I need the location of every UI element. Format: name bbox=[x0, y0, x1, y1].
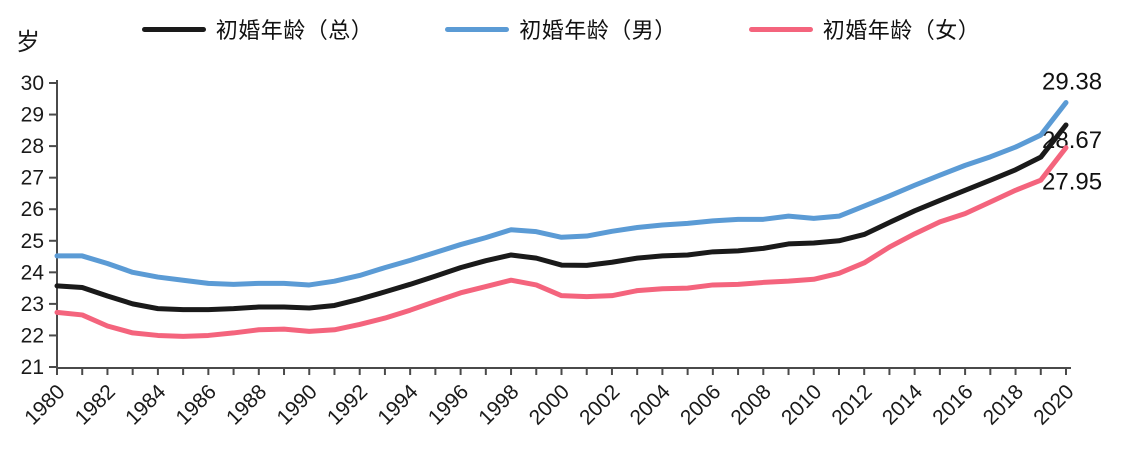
x-tick-label: 2016 bbox=[928, 380, 977, 429]
x-tick-label: 2012 bbox=[827, 380, 876, 429]
x-tick-label: 1998 bbox=[474, 380, 523, 429]
x-tick-label: 1990 bbox=[272, 380, 321, 429]
y-tick-label: 28 bbox=[21, 135, 44, 158]
series-line-male bbox=[54, 100, 1069, 288]
x-tick-label: 2018 bbox=[979, 380, 1028, 429]
x-tick-label: 1992 bbox=[323, 380, 372, 429]
end-label-female: 27.95 bbox=[1042, 169, 1102, 196]
x-tick-label: 2010 bbox=[777, 380, 826, 429]
x-tick-label: 1996 bbox=[424, 380, 473, 429]
y-tick-label: 29 bbox=[21, 104, 44, 127]
x-tick-label: 1986 bbox=[172, 380, 221, 429]
y-axis-unit-label: 岁 bbox=[16, 29, 40, 56]
x-tick-label: 2000 bbox=[525, 380, 574, 429]
y-tick-label: 25 bbox=[21, 230, 44, 253]
end-label-male: 29.38 bbox=[1042, 69, 1102, 96]
x-tick-label: 2008 bbox=[727, 380, 776, 429]
series-line-total bbox=[54, 122, 1069, 313]
x-tick-label: 2002 bbox=[575, 380, 624, 429]
y-tick-label: 23 bbox=[21, 293, 44, 316]
x-tick-label: 2006 bbox=[676, 380, 725, 429]
y-tick-label: 22 bbox=[21, 324, 44, 347]
x-tick-label: 1994 bbox=[373, 380, 423, 430]
series-line-female bbox=[54, 145, 1069, 339]
y-tick-label: 27 bbox=[21, 167, 44, 190]
x-tick-label: 1980 bbox=[20, 380, 69, 429]
x-tick-label: 1988 bbox=[222, 380, 271, 429]
y-tick-label: 21 bbox=[21, 356, 44, 379]
axes: 21 22 23 24 25 26 27 28 29 30 1980 1982 1984 1986 1988… bbox=[20, 72, 1078, 430]
x-tick-label: 2020 bbox=[1029, 380, 1078, 429]
y-tick-label: 30 bbox=[21, 72, 44, 95]
x-tick-label: 2014 bbox=[878, 380, 928, 430]
x-tick-label: 1984 bbox=[121, 380, 171, 430]
y-tick-label: 24 bbox=[21, 261, 45, 284]
x-tick-label: 2004 bbox=[626, 380, 676, 430]
x-tick-label: 1982 bbox=[71, 380, 120, 429]
y-tick-label: 26 bbox=[21, 198, 44, 221]
